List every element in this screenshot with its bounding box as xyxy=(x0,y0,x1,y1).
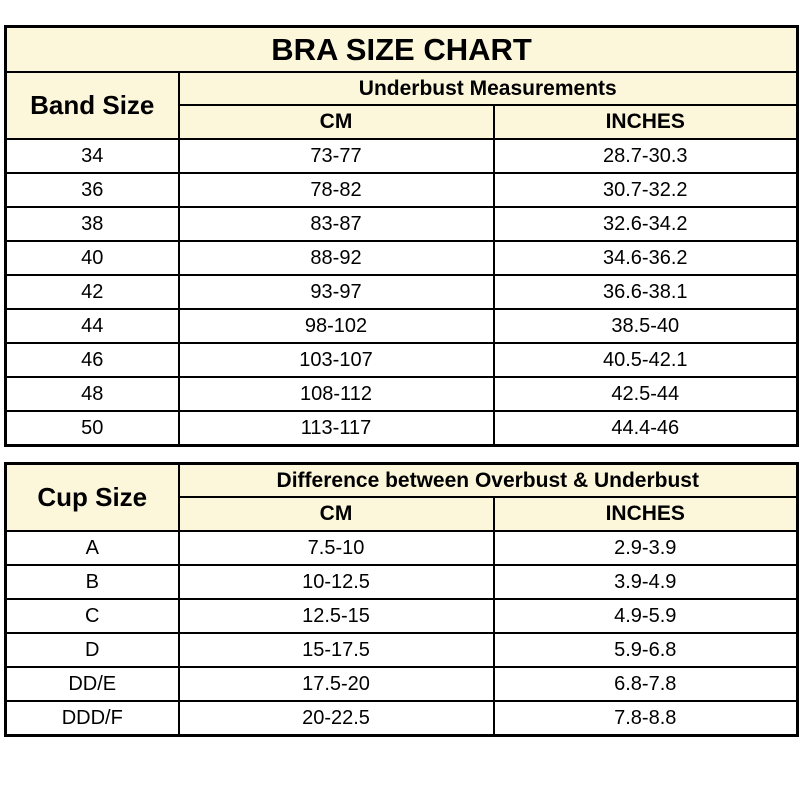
group-header-row: Cup Size Difference between Overbust & U… xyxy=(4,462,799,532)
cm-range-cell: 7.5-10 xyxy=(177,530,495,566)
cm-range-cell: 103-107 xyxy=(177,342,495,378)
table-row: B 10-12.5 3.9-4.9 xyxy=(4,564,799,600)
inches-range-cell: 40.5-42.1 xyxy=(492,342,799,378)
inches-range-cell: 7.8-8.8 xyxy=(492,700,799,737)
inches-range-cell: 5.9-6.8 xyxy=(492,632,799,668)
cm-range-cell: 17.5-20 xyxy=(177,666,495,702)
table-row: 36 78-82 30.7-32.2 xyxy=(4,172,799,208)
cm-column-header: CM xyxy=(177,104,495,140)
cm-range-cell: 93-97 xyxy=(177,274,495,310)
cm-range-cell: 78-82 xyxy=(177,172,495,208)
cup-size-cell: DD/E xyxy=(4,666,180,702)
cm-range-cell: 83-87 xyxy=(177,206,495,242)
inches-range-cell: 4.9-5.9 xyxy=(492,598,799,634)
inches-range-cell: 28.7-30.3 xyxy=(492,138,799,174)
inches-range-cell: 6.8-7.8 xyxy=(492,666,799,702)
band-size-cell: 34 xyxy=(4,138,180,174)
cm-range-cell: 12.5-15 xyxy=(177,598,495,634)
table-row: DD/E 17.5-20 6.8-7.8 xyxy=(4,666,799,702)
cm-column-header: CM xyxy=(177,496,495,532)
table-row: 40 88-92 34.6-36.2 xyxy=(4,240,799,276)
inches-column-header: INCHES xyxy=(492,496,799,532)
cup-size-cell: C xyxy=(4,598,180,634)
band-size-cell: 40 xyxy=(4,240,180,276)
sub-header-row: CM INCHES xyxy=(6,104,799,140)
table-row: A 7.5-10 2.9-3.9 xyxy=(4,530,799,566)
table-row: 44 98-102 38.5-40 xyxy=(4,308,799,344)
cup-size-table: Cup Size Difference between Overbust & U… xyxy=(4,462,800,737)
group-header-row: Band Size Underbust Measurements xyxy=(4,71,799,140)
band-size-cell: 44 xyxy=(4,308,180,344)
cm-range-cell: 73-77 xyxy=(177,138,495,174)
cm-range-cell: 88-92 xyxy=(177,240,495,276)
inches-range-cell: 44.4-46 xyxy=(492,410,799,447)
inches-range-cell: 34.6-36.2 xyxy=(492,240,799,276)
band-size-cell: 48 xyxy=(4,376,180,412)
table-row: 48 108-112 42.5-44 xyxy=(4,376,799,412)
inches-range-cell: 3.9-4.9 xyxy=(492,564,799,600)
inches-range-cell: 32.6-34.2 xyxy=(492,206,799,242)
page-title: BRA SIZE CHART xyxy=(4,25,799,73)
difference-group-header: Difference between Overbust & Underbust xyxy=(177,462,799,498)
band-size-rows: 34 73-77 28.7-30.3 36 78-82 30.7-32.2 38… xyxy=(4,138,799,447)
cup-size-rows: A 7.5-10 2.9-3.9 B 10-12.5 3.9-4.9 C 12.… xyxy=(4,530,799,737)
band-size-cell: 38 xyxy=(4,206,180,242)
cm-range-cell: 20-22.5 xyxy=(177,700,495,737)
table-row: C 12.5-15 4.9-5.9 xyxy=(4,598,799,634)
band-size-cell: 36 xyxy=(4,172,180,208)
cm-range-cell: 98-102 xyxy=(177,308,495,344)
underbust-measurements-group-header: Underbust Measurements xyxy=(177,71,799,106)
table-row: 46 103-107 40.5-42.1 xyxy=(4,342,799,378)
sub-header-row: CM INCHES xyxy=(6,496,799,532)
table-row: DDD/F 20-22.5 7.8-8.8 xyxy=(4,700,799,737)
band-size-cell: 50 xyxy=(4,410,180,447)
inches-range-cell: 36.6-38.1 xyxy=(492,274,799,310)
cm-range-cell: 15-17.5 xyxy=(177,632,495,668)
table-row: 42 93-97 36.6-38.1 xyxy=(4,274,799,310)
table-row: 38 83-87 32.6-34.2 xyxy=(4,206,799,242)
table-row: 50 113-117 44.4-46 xyxy=(4,410,799,447)
table-row: D 15-17.5 5.9-6.8 xyxy=(4,632,799,668)
inches-range-cell: 2.9-3.9 xyxy=(492,530,799,566)
inches-range-cell: 30.7-32.2 xyxy=(492,172,799,208)
cup-size-cell: D xyxy=(4,632,180,668)
cm-range-cell: 108-112 xyxy=(177,376,495,412)
inches-range-cell: 42.5-44 xyxy=(492,376,799,412)
cm-range-cell: 113-117 xyxy=(177,410,495,447)
cup-size-cell: A xyxy=(4,530,180,566)
cup-size-cell: B xyxy=(4,564,180,600)
table-row: 34 73-77 28.7-30.3 xyxy=(4,138,799,174)
cup-size-column-header: Cup Size xyxy=(4,462,180,532)
band-size-column-header: Band Size xyxy=(4,71,180,140)
inches-range-cell: 38.5-40 xyxy=(492,308,799,344)
title-row: BRA SIZE CHART xyxy=(4,25,799,73)
cm-range-cell: 10-12.5 xyxy=(177,564,495,600)
band-size-cell: 46 xyxy=(4,342,180,378)
band-size-table: BRA SIZE CHART Band Size Underbust Measu… xyxy=(4,25,799,447)
band-size-cell: 42 xyxy=(4,274,180,310)
inches-column-header: INCHES xyxy=(492,104,799,140)
cup-size-cell: DDD/F xyxy=(4,700,180,737)
